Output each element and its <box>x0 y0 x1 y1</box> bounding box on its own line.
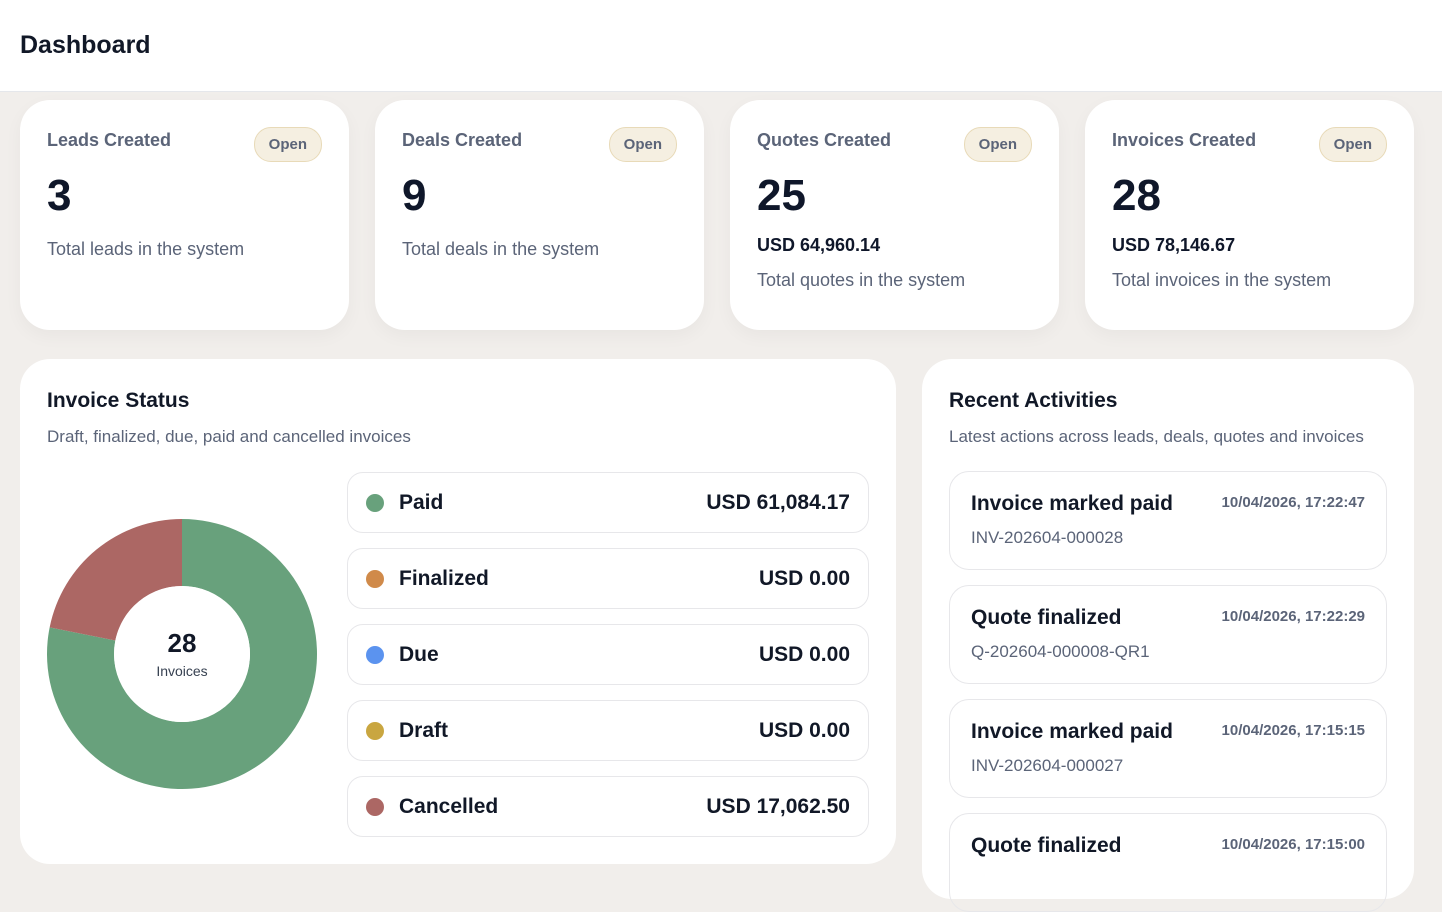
stat-card-deals: Deals Created Open 9 Total deals in the … <box>375 100 704 330</box>
status-row-due: Due USD 0.00 <box>347 624 869 685</box>
stat-desc: Total deals in the system <box>402 239 600 259</box>
status-row-paid: Paid USD 61,084.17 <box>347 472 869 533</box>
activity-item[interactable]: Invoice marked paid 10/04/2026, 17:22:47 I… <box>949 471 1387 570</box>
stat-card-invoices: Invoices Created Open 28 USD 78,146.67 T… <box>1085 100 1414 330</box>
status-amount: USD 17,062.50 <box>706 794 850 818</box>
activity-time: 10/04/2026, 17:22:47 <box>1221 494 1365 511</box>
status-dot-icon <box>366 645 384 664</box>
stat-title: Leads Created <box>47 130 172 150</box>
stat-value: 3 <box>47 171 72 220</box>
activity-ref[interactable]: Q-202604-000008-QR1 <box>971 642 1150 661</box>
open-button[interactable]: Open <box>1318 127 1387 162</box>
donut-total: 28 <box>167 628 197 658</box>
stat-title: Deals Created <box>402 130 523 150</box>
activity-item[interactable]: Invoice marked paid 10/04/2026, 17:15:15 I… <box>949 699 1387 798</box>
status-label: Due <box>399 642 439 666</box>
stat-cards: Leads Created Open 3 Total leads in the … <box>20 100 1414 330</box>
activity-item[interactable]: Quote finalized 10/04/2026, 17:15:00 <box>949 813 1387 912</box>
stat-amount: USD 64,960.14 <box>757 235 881 255</box>
status-label: Cancelled <box>399 794 499 818</box>
stat-card-leads: Leads Created Open 3 Total leads in the … <box>20 100 349 330</box>
activity-time: 10/04/2026, 17:15:00 <box>1221 836 1365 853</box>
donut-slice-paid <box>47 519 317 789</box>
stat-card-quotes: Quotes Created Open 25 USD 64,960.14 Tot… <box>730 100 1059 330</box>
header: Dashboard <box>0 0 1442 92</box>
status-legend: Paid USD 61,084.17 Finalized USD 0.00 Due USD… <box>347 472 869 852</box>
stat-desc: Total leads in the system <box>47 239 245 259</box>
status-label: Draft <box>399 718 449 742</box>
stat-amount: USD 78,146.67 <box>1112 235 1236 255</box>
status-row-finalized: Finalized USD 0.00 <box>347 548 869 609</box>
status-row-draft: Draft USD 0.00 <box>347 700 869 761</box>
page-title: Dashboard <box>20 31 151 59</box>
panel-title: Invoice Status <box>47 389 190 412</box>
donut-slice-cancelled <box>49 519 182 641</box>
status-amount: USD 0.00 <box>758 718 850 742</box>
donut-center: 28 Invoices <box>114 586 250 722</box>
status-dot-icon <box>366 569 384 588</box>
status-label: Paid <box>399 490 444 514</box>
activity-time: 10/04/2026, 17:22:29 <box>1221 608 1365 625</box>
status-dot-icon <box>366 797 384 816</box>
stat-value: 9 <box>402 171 427 220</box>
stat-value: 25 <box>757 171 806 220</box>
stat-title: Invoices Created <box>1112 130 1257 150</box>
activity-title: Invoice marked paid <box>971 492 1173 515</box>
activity-title: Quote finalized <box>971 606 1122 629</box>
activity-title: Invoice marked paid <box>971 720 1173 743</box>
status-amount: USD 61,084.17 <box>706 490 850 514</box>
open-button[interactable]: Open <box>253 127 322 162</box>
invoice-donut-chart <box>47 519 317 789</box>
activity-list: Invoice marked paid 10/04/2026, 17:22:47 I… <box>949 471 1387 912</box>
status-dot-icon <box>366 493 384 512</box>
panel-title: Recent Activities <box>949 389 1118 412</box>
stat-value: 28 <box>1112 171 1161 220</box>
recent-activities-panel: Recent Activities Latest actions across … <box>922 359 1414 912</box>
stat-title: Quotes Created <box>757 130 892 150</box>
invoice-status-panel: Invoice Status Draft, finalized, due, pa… <box>20 359 896 864</box>
status-dot-icon <box>366 721 384 740</box>
activity-ref[interactable]: INV-202604-000028 <box>971 528 1124 547</box>
panel-subtitle: Draft, finalized, due, paid and cancelle… <box>47 427 411 446</box>
status-row-cancelled: Cancelled USD 17,062.50 <box>347 776 869 837</box>
status-amount: USD 0.00 <box>758 566 850 590</box>
stat-desc: Total quotes in the system <box>757 270 966 290</box>
stat-desc: Total invoices in the system <box>1112 270 1332 290</box>
status-amount: USD 0.00 <box>758 642 850 666</box>
activity-item[interactable]: Quote finalized 10/04/2026, 17:22:29 Q-202… <box>949 585 1387 684</box>
activity-ref[interactable]: INV-202604-000027 <box>971 756 1124 775</box>
open-button[interactable]: Open <box>608 127 677 162</box>
donut-label: Invoices <box>156 663 208 679</box>
panel-subtitle: Latest actions across leads, deals, quot… <box>949 427 1364 446</box>
activity-time: 10/04/2026, 17:15:15 <box>1221 722 1365 739</box>
activity-title: Quote finalized <box>971 834 1122 857</box>
open-button[interactable]: Open <box>963 127 1032 162</box>
status-label: Finalized <box>399 566 489 590</box>
